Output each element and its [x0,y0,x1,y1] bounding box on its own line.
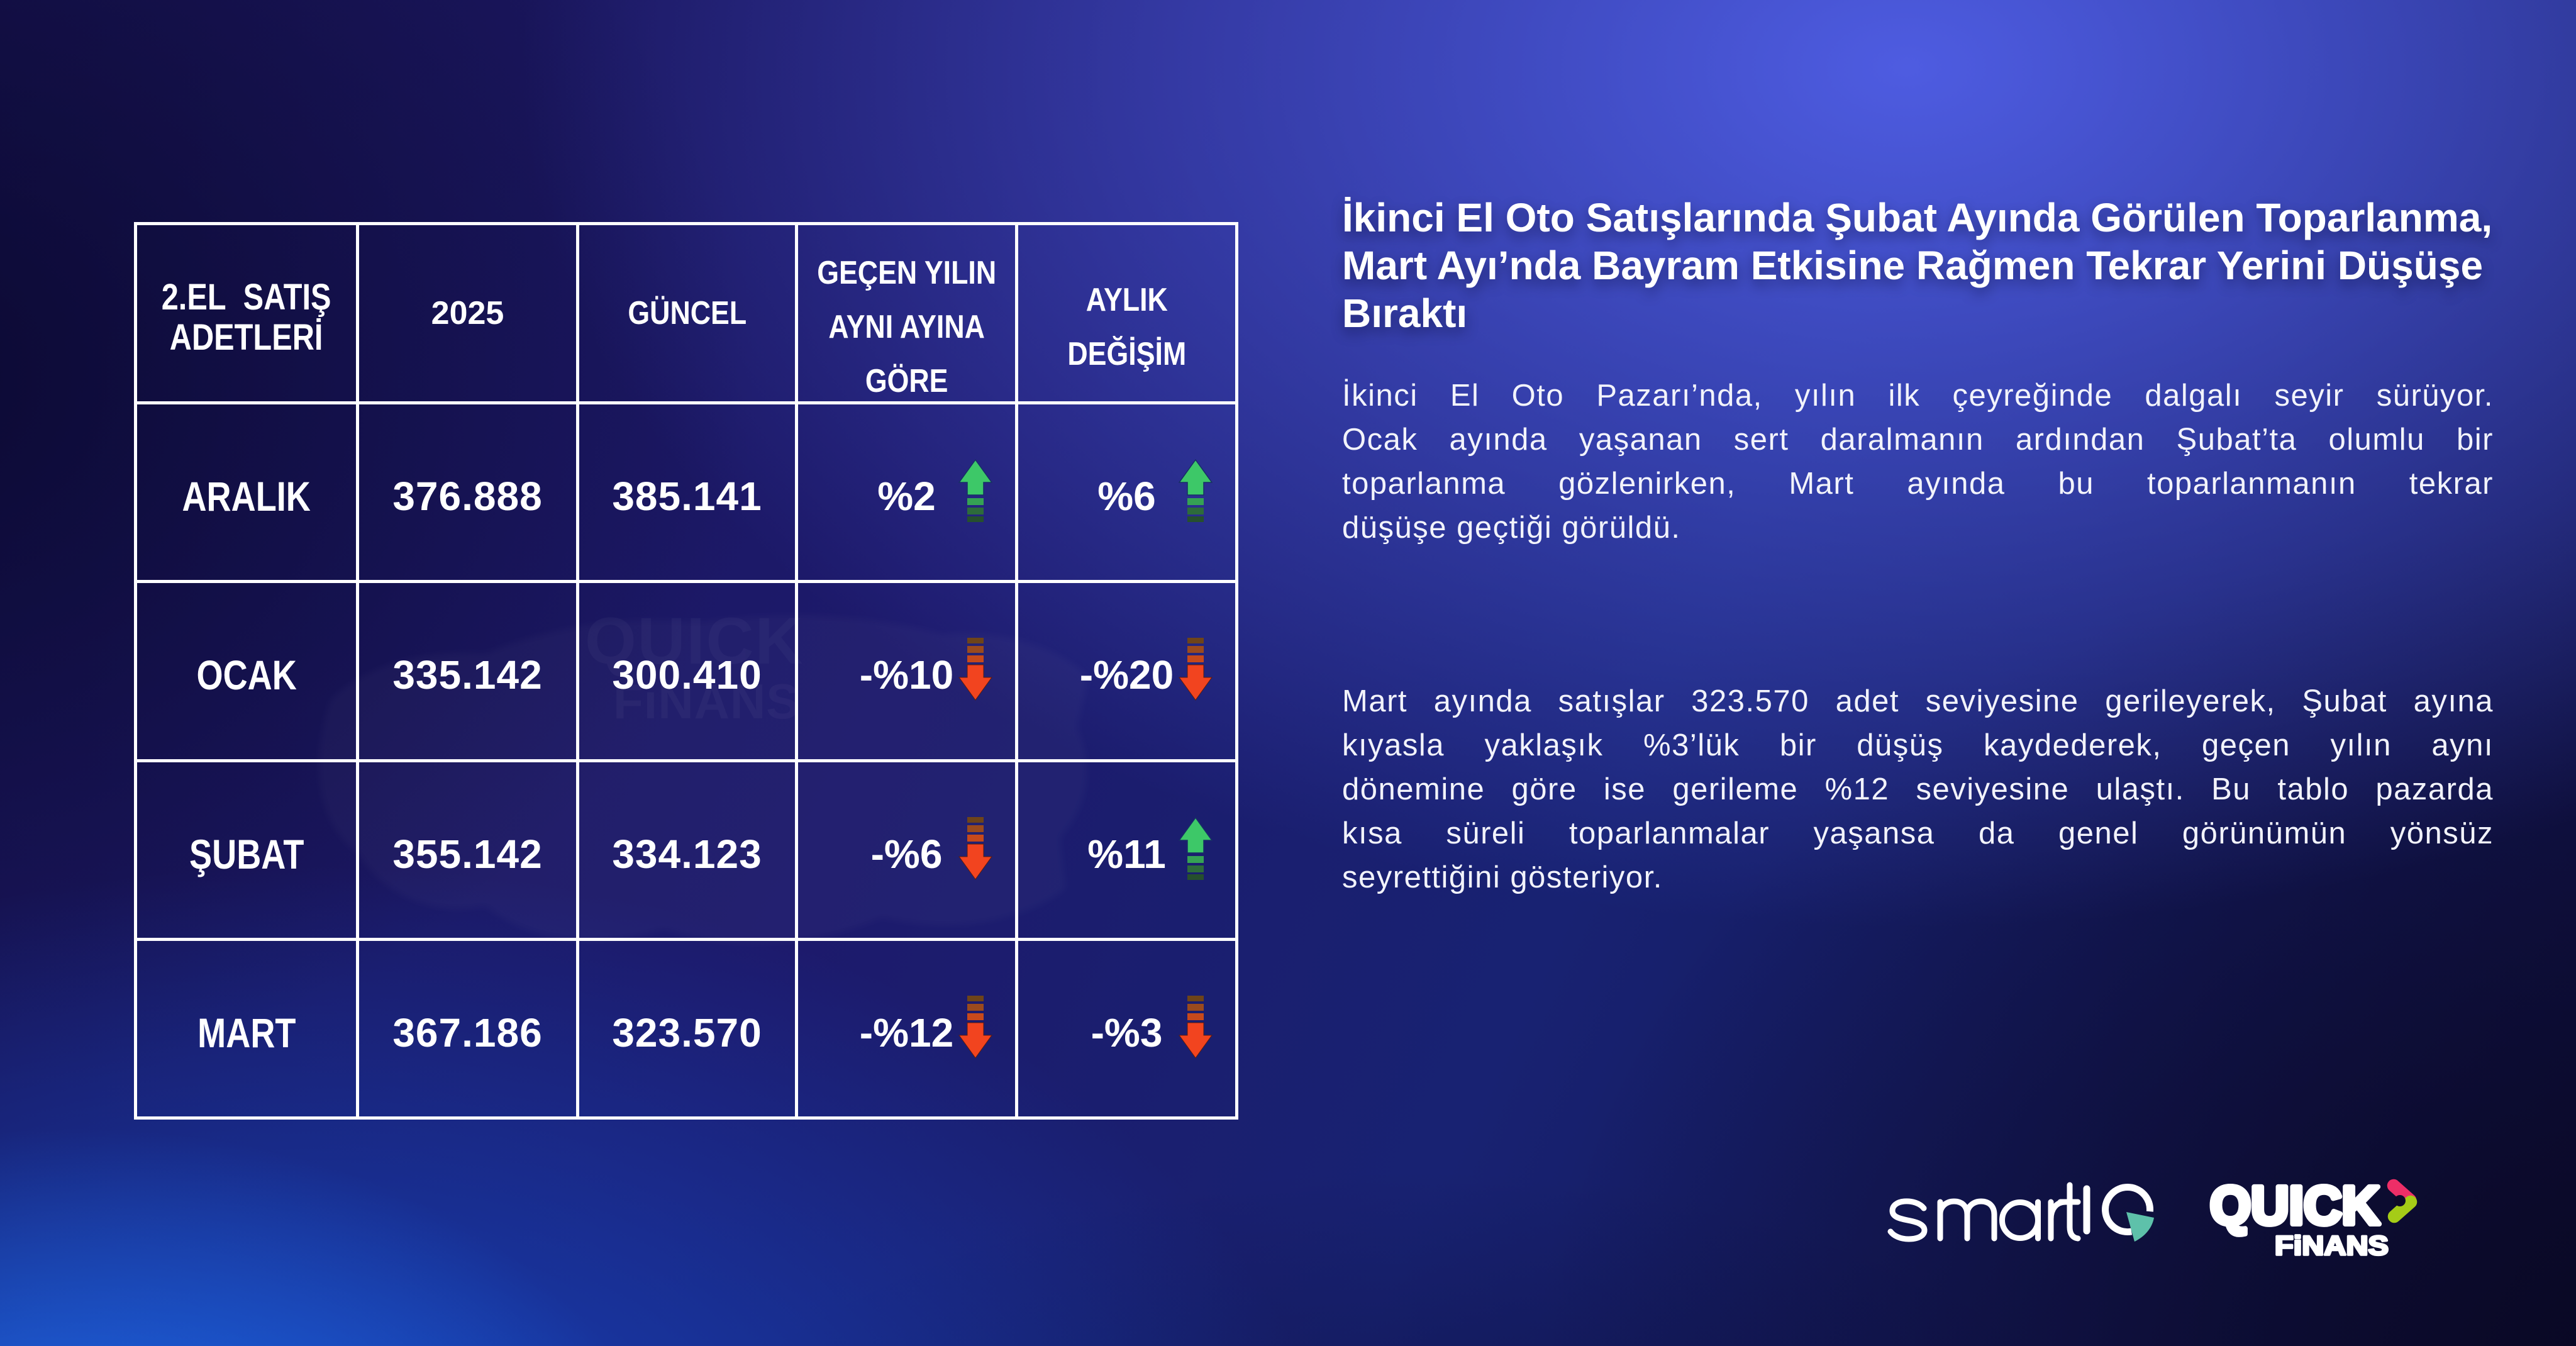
svg-text:FiNANS: FiNANS [2275,1231,2389,1261]
svg-text:QUICK: QUICK [2210,1176,2380,1236]
